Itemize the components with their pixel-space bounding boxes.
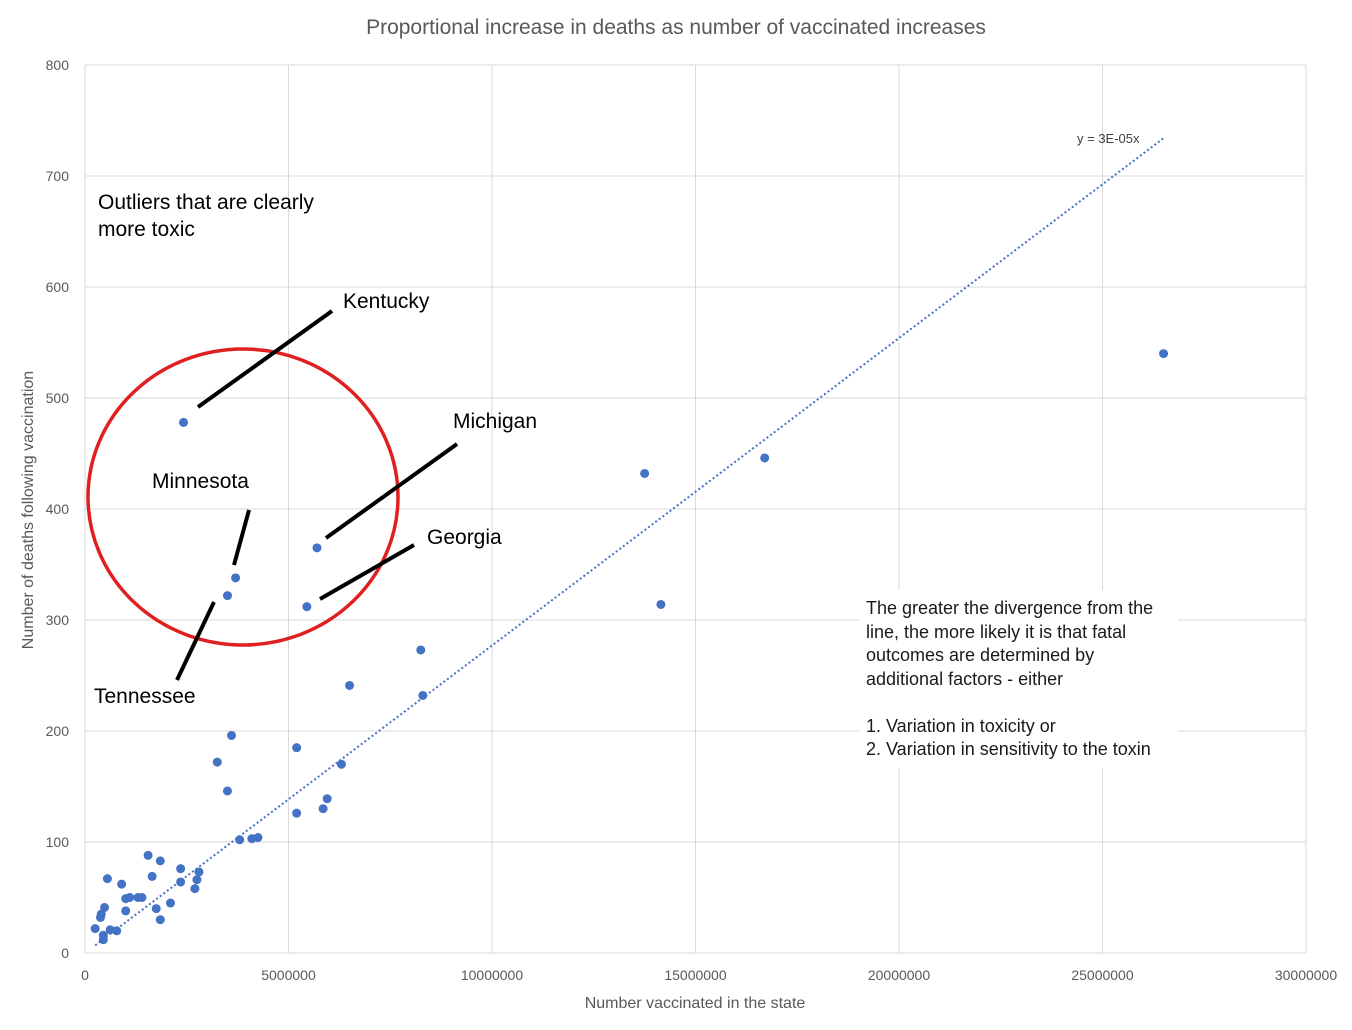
note-line-6: 1. Variation in toxicity or bbox=[866, 716, 1056, 736]
tennessee-label: Tennessee bbox=[94, 685, 196, 708]
y-tick-labels: 0 100 200 300 400 500 600 700 800 bbox=[46, 57, 70, 961]
data-point bbox=[222, 591, 232, 601]
data-point bbox=[336, 759, 346, 769]
data-point bbox=[121, 906, 131, 916]
y-tick-label: 600 bbox=[46, 279, 70, 295]
y-axis-label: Number of deaths following vaccination bbox=[20, 371, 37, 649]
y-tick-label: 300 bbox=[46, 612, 70, 628]
chart-title: Proportional increase in deaths as numbe… bbox=[366, 16, 986, 39]
data-point bbox=[212, 757, 222, 767]
x-axis-label: Number vaccinated in the state bbox=[585, 995, 806, 1012]
y-tick-label: 0 bbox=[61, 945, 69, 961]
georgia-pointer bbox=[319, 543, 415, 601]
data-point bbox=[247, 834, 257, 844]
data-point bbox=[1159, 349, 1169, 359]
x-tick-label: 10000000 bbox=[461, 967, 524, 983]
data-point bbox=[312, 543, 322, 553]
outliers-text-line-1: Outliers that are clearly bbox=[98, 191, 314, 214]
data-point bbox=[143, 850, 153, 860]
data-point bbox=[231, 573, 241, 583]
michigan-pointer bbox=[324, 442, 459, 540]
data-point bbox=[178, 417, 188, 427]
kentucky-pointer bbox=[196, 309, 334, 409]
data-point bbox=[222, 786, 232, 796]
x-tick-label: 25000000 bbox=[1071, 967, 1134, 983]
y-tick-label: 400 bbox=[46, 501, 70, 517]
trendline-label: y = 3E-05x bbox=[1077, 131, 1140, 146]
data-point bbox=[100, 902, 110, 912]
note-line-7: 2. Variation in sensitivity to the toxin bbox=[866, 739, 1151, 759]
data-point bbox=[102, 874, 112, 884]
trendline-group bbox=[94, 137, 1165, 947]
data-point bbox=[345, 680, 355, 690]
data-point bbox=[90, 924, 100, 934]
chart-title-group: Proportional increase in deaths as numbe… bbox=[366, 16, 986, 39]
data-point bbox=[292, 808, 302, 818]
data-point bbox=[227, 730, 237, 740]
data-point bbox=[416, 645, 426, 655]
outlier-circle bbox=[86, 347, 400, 647]
x-tick-label: 15000000 bbox=[664, 967, 727, 983]
data-point bbox=[656, 599, 666, 609]
data-point bbox=[95, 912, 105, 922]
data-point bbox=[147, 871, 157, 881]
tennessee-pointer bbox=[175, 601, 216, 681]
annotation-layer: Outliers that are clearly more toxic Ken… bbox=[86, 191, 1178, 768]
data-point bbox=[155, 915, 165, 925]
data-point bbox=[192, 875, 202, 885]
data-point bbox=[121, 894, 131, 904]
gridlines bbox=[84, 64, 1307, 954]
x-tick-label: 20000000 bbox=[868, 967, 931, 983]
data-point bbox=[151, 904, 161, 914]
minnesota-label: Minnesota bbox=[152, 470, 249, 493]
georgia-label: Georgia bbox=[427, 526, 502, 549]
note-line-1: The greater the divergence from the bbox=[866, 598, 1153, 618]
data-point bbox=[98, 935, 108, 945]
data-point bbox=[235, 835, 245, 845]
explanation-note: The greater the divergence from the line… bbox=[860, 590, 1178, 768]
data-point bbox=[418, 690, 428, 700]
data-point bbox=[760, 453, 770, 463]
data-point bbox=[176, 877, 186, 887]
data-point bbox=[155, 856, 165, 866]
data-point bbox=[190, 884, 200, 894]
michigan-label: Michigan bbox=[453, 410, 537, 433]
data-point bbox=[165, 898, 175, 908]
note-line-3: outcomes are determined by bbox=[866, 645, 1094, 665]
data-point bbox=[318, 804, 328, 814]
outliers-text-line-2: more toxic bbox=[98, 218, 195, 241]
x-tick-label: 5000000 bbox=[261, 967, 316, 983]
y-tick-label: 500 bbox=[46, 390, 70, 406]
y-tick-label: 200 bbox=[46, 723, 70, 739]
note-background bbox=[860, 590, 1178, 768]
data-point bbox=[194, 867, 204, 877]
note-line-2: line, the more likely it is that fatal bbox=[866, 622, 1126, 642]
note-line-4: additional factors - either bbox=[866, 669, 1063, 689]
y-tick-label: 100 bbox=[46, 834, 70, 850]
kentucky-label: Kentucky bbox=[343, 290, 430, 313]
data-point bbox=[640, 468, 650, 478]
y-tick-label: 800 bbox=[46, 57, 70, 73]
data-point bbox=[322, 794, 332, 804]
x-tick-label: 0 bbox=[81, 967, 89, 983]
data-point bbox=[302, 602, 312, 612]
data-point bbox=[112, 926, 122, 936]
trendline bbox=[94, 137, 1165, 947]
data-points bbox=[90, 349, 1169, 945]
minnesota-pointer bbox=[232, 509, 251, 566]
data-point bbox=[176, 864, 186, 874]
data-point bbox=[137, 893, 147, 902]
x-tick-label: 30000000 bbox=[1275, 967, 1338, 983]
data-point bbox=[117, 879, 127, 889]
data-point bbox=[292, 743, 302, 753]
y-tick-label: 700 bbox=[46, 168, 70, 184]
x-tick-labels: 0 5000000 10000000 15000000 20000000 25000000… bbox=[81, 967, 1337, 983]
